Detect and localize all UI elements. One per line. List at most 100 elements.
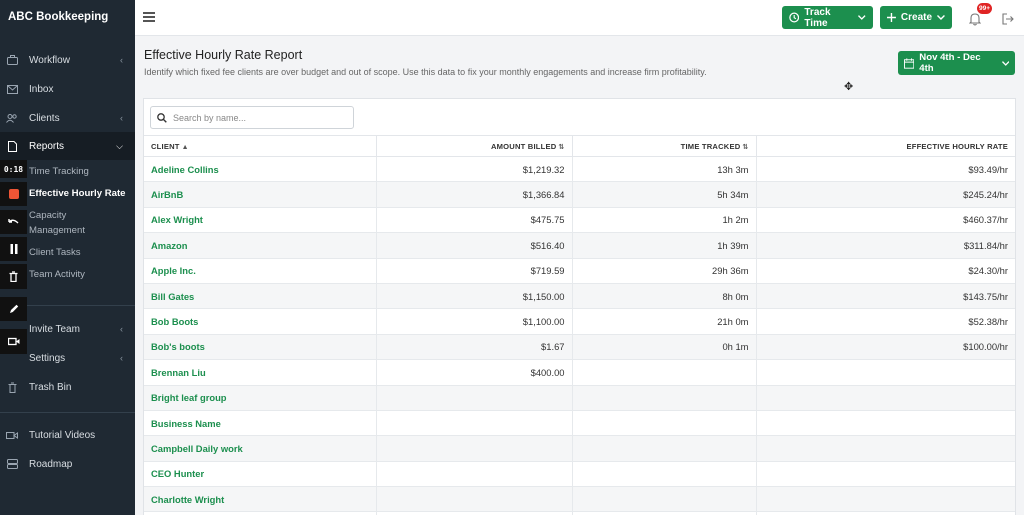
column-header-effective-hourly-rate[interactable]: Effective Hourly Rate bbox=[756, 135, 1015, 157]
client-name-link[interactable] bbox=[144, 511, 377, 515]
client-name-link[interactable]: CEO Hunter bbox=[144, 460, 377, 488]
table-row[interactable]: CEO Hunter bbox=[144, 460, 1015, 488]
table-row[interactable]: Apple Inc. $719.59 29h 36m $24.30/hr bbox=[144, 257, 1015, 284]
time-tracked-cell bbox=[572, 409, 757, 437]
column-header-time-tracked[interactable]: Time Tracked ⇅ bbox=[572, 135, 757, 157]
sidebar-subitem-effective-hourly-rate[interactable]: Effective Hourly Rate bbox=[29, 188, 126, 199]
time-tracked-cell: 8h 0m bbox=[572, 282, 757, 310]
track-time-label: Track Time bbox=[804, 6, 831, 29]
amount-billed-cell bbox=[376, 435, 573, 462]
track-time-button[interactable]: Track Time bbox=[782, 6, 873, 29]
client-name-link[interactable]: Bob Boots bbox=[144, 308, 377, 335]
pause-button[interactable] bbox=[0, 237, 27, 261]
page-title: Effective Hourly Rate Report bbox=[144, 48, 303, 62]
time-tracked-cell: 29h 36m bbox=[572, 257, 757, 284]
amount-billed-cell: $475.75 bbox=[376, 206, 573, 234]
client-name-link[interactable]: AirBnB bbox=[144, 181, 377, 208]
table-row[interactable]: Adeline Collins $1,219.32 13h 3m $93.49/hr bbox=[144, 155, 1015, 183]
table-row[interactable]: Charlotte Wright bbox=[144, 486, 1015, 513]
draw-button[interactable] bbox=[0, 297, 27, 321]
table-row[interactable]: Business Name bbox=[144, 409, 1015, 437]
create-button[interactable]: Create bbox=[880, 6, 952, 29]
sidebar-item-label: Trash Bin bbox=[29, 381, 72, 393]
column-header-amount-billed[interactable]: Amount Billed ⇅ bbox=[376, 135, 573, 157]
client-name-link[interactable]: Campbell Daily work bbox=[144, 435, 377, 462]
amount-billed-cell bbox=[376, 384, 573, 411]
sidebar-item-tutorial-videos[interactable]: Tutorial Videos bbox=[0, 421, 135, 449]
table-header-row: Client ▲ Amount Billed ⇅ Time Tracked ⇅ Eff… bbox=[144, 135, 1015, 157]
table-row[interactable]: Brennan Liu $400.00 bbox=[144, 359, 1015, 386]
pencil-icon bbox=[9, 304, 18, 313]
table-row[interactable] bbox=[144, 511, 1015, 515]
sidebar-item-trash-bin[interactable]: Trash Bin bbox=[0, 373, 135, 401]
client-name-link[interactable]: Charlotte Wright bbox=[144, 486, 377, 513]
effective-rate-cell: $460.37/hr bbox=[756, 206, 1015, 234]
sidebar-item-workflow[interactable]: Workflow ‹ bbox=[0, 46, 135, 74]
table-row[interactable]: Bob's boots $1.67 0h 1m $100.00/hr bbox=[144, 333, 1015, 361]
table-row[interactable]: AirBnB $1,366.84 5h 34m $245.24/hr bbox=[144, 181, 1015, 208]
briefcase-icon bbox=[6, 54, 18, 66]
undo-button[interactable] bbox=[0, 210, 27, 234]
client-name-link[interactable]: Adeline Collins bbox=[144, 155, 377, 183]
amount-billed-cell: $516.40 bbox=[376, 232, 573, 259]
client-name-link[interactable]: Brennan Liu bbox=[144, 359, 377, 386]
client-name-link[interactable]: Amazon bbox=[144, 232, 377, 259]
time-tracked-cell: 5h 34m bbox=[572, 181, 757, 208]
logout-icon[interactable] bbox=[1002, 12, 1014, 25]
recording-time: 0:18 bbox=[3, 164, 24, 174]
column-header-client[interactable]: Client ▲ bbox=[144, 135, 377, 157]
brand-name: ABC Bookkeeping bbox=[0, 0, 135, 36]
search-input[interactable] bbox=[173, 112, 343, 123]
amount-billed-cell: $1,366.84 bbox=[376, 181, 573, 208]
sidebar-item-reports[interactable]: Reports ⌵ bbox=[0, 132, 135, 160]
table-row[interactable]: Campbell Daily work bbox=[144, 435, 1015, 462]
client-name-link[interactable]: Bill Gates bbox=[144, 282, 377, 310]
sidebar-item-inbox[interactable]: Inbox bbox=[0, 75, 135, 103]
chevron-left-icon: ‹ bbox=[120, 353, 123, 363]
effective-rate-cell bbox=[756, 435, 1015, 462]
bell-icon[interactable] bbox=[968, 9, 984, 27]
camera-button[interactable] bbox=[0, 329, 27, 354]
sidebar-subitem-capacity[interactable]: Capacity bbox=[29, 210, 67, 221]
delete-recording-button[interactable] bbox=[0, 264, 27, 289]
sidebar-item-invite-team[interactable]: Invite Team ‹ bbox=[0, 315, 135, 343]
sort-icon: ⇅ bbox=[742, 143, 749, 151]
sidebar-item-label: Clients bbox=[29, 112, 60, 124]
sidebar-divider bbox=[0, 305, 135, 306]
undo-icon bbox=[8, 218, 19, 224]
chevron-down-icon bbox=[937, 15, 945, 20]
pause-icon bbox=[10, 244, 17, 254]
amount-billed-cell bbox=[376, 409, 573, 437]
date-range-button[interactable]: Nov 4th - Dec 4th bbox=[898, 51, 1015, 75]
effective-rate-cell: $24.30/hr bbox=[756, 257, 1015, 284]
sidebar-subitem-team-activity[interactable]: Team Activity bbox=[29, 269, 85, 280]
client-name-link[interactable]: Alex Wright bbox=[144, 206, 377, 234]
time-tracked-cell bbox=[572, 384, 757, 411]
sidebar-subitem-management[interactable]: Management bbox=[29, 225, 85, 236]
sidebar-item-roadmap[interactable]: Roadmap bbox=[0, 450, 135, 478]
table-row[interactable]: Bill Gates $1,150.00 8h 0m $143.75/hr bbox=[144, 282, 1015, 310]
table-row[interactable]: Bob Boots $1,100.00 21h 0m $52.38/hr bbox=[144, 308, 1015, 335]
stop-recording-button[interactable] bbox=[0, 182, 27, 206]
search-box[interactable] bbox=[150, 106, 354, 129]
amount-billed-cell bbox=[376, 460, 573, 488]
sidebar-item-settings[interactable]: Settings ‹ bbox=[0, 344, 135, 372]
table-row[interactable]: Amazon $516.40 1h 39m $311.84/hr bbox=[144, 232, 1015, 259]
menu-icon[interactable] bbox=[143, 12, 155, 22]
sidebar-item-label: Inbox bbox=[29, 83, 54, 95]
client-name-link[interactable]: Bob's boots bbox=[144, 333, 377, 361]
table-row[interactable]: Alex Wright $475.75 1h 2m $460.37/hr bbox=[144, 206, 1015, 234]
client-name-link[interactable]: Apple Inc. bbox=[144, 257, 377, 284]
sidebar-item-label: Settings bbox=[29, 352, 66, 364]
table-row[interactable]: Bright leaf group bbox=[144, 384, 1015, 411]
sidebar-item-label: Workflow bbox=[29, 54, 70, 66]
client-name-link[interactable]: Bright leaf group bbox=[144, 384, 377, 411]
amount-billed-cell: $1,100.00 bbox=[376, 308, 573, 335]
client-name-link[interactable]: Business Name bbox=[144, 409, 377, 437]
sidebar-item-label: Reports bbox=[29, 140, 65, 152]
sidebar-subitem-client-tasks[interactable]: Client Tasks bbox=[29, 247, 81, 258]
effective-rate-cell bbox=[756, 460, 1015, 488]
sidebar-subitem-time-tracking[interactable]: Time Tracking bbox=[29, 166, 89, 177]
sidebar-item-clients[interactable]: Clients ‹ bbox=[0, 104, 135, 132]
sidebar-item-label: Tutorial Videos bbox=[29, 429, 96, 441]
